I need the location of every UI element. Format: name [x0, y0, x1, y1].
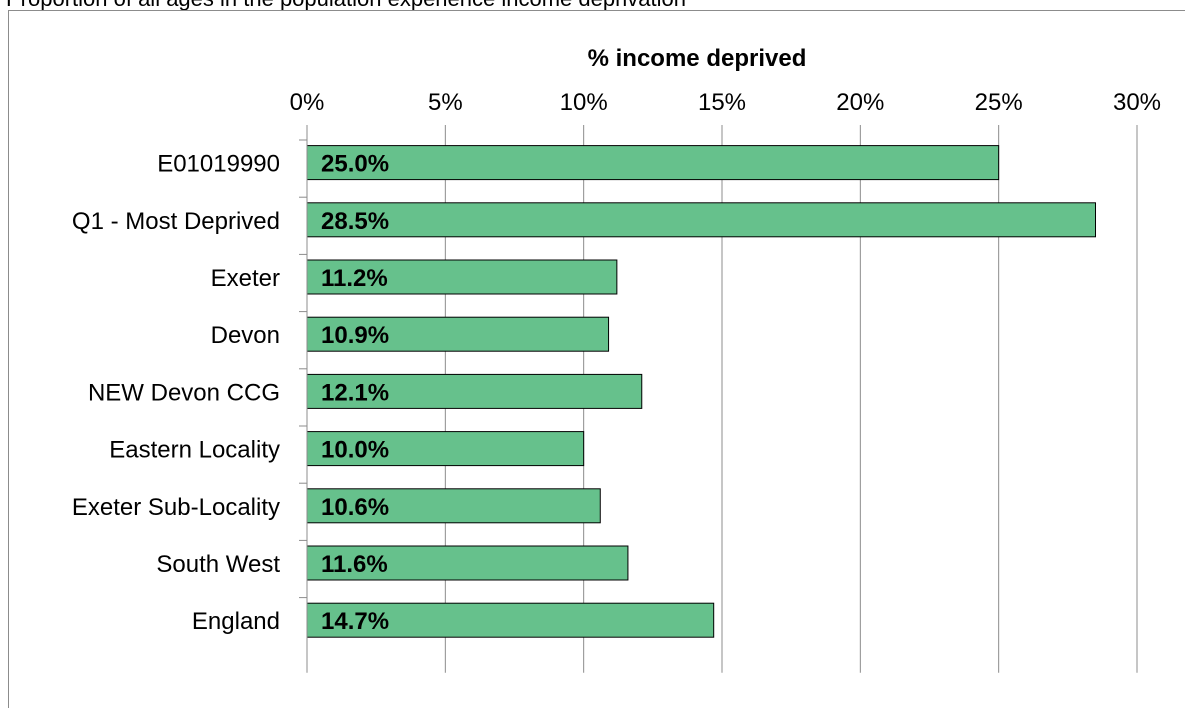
- data-label: 28.5%: [321, 208, 389, 235]
- chart-caption: Proportion of all ages in the population…: [6, 0, 686, 12]
- category-label: NEW Devon CCG: [88, 379, 280, 406]
- bar: [306, 202, 1096, 238]
- x-tick-label: 15%: [698, 89, 746, 116]
- data-label: 11.6%: [321, 551, 388, 578]
- x-tick-label: 0%: [290, 89, 325, 116]
- bar: [306, 602, 715, 638]
- category-label: Exeter Sub-Locality: [72, 494, 280, 521]
- data-label: 25.0%: [321, 151, 389, 178]
- data-label: 10.9%: [321, 322, 389, 349]
- x-tick-label: 5%: [428, 89, 463, 116]
- x-axis-ticks: 0% 5% 10% 15% 20% 25% 30%: [290, 89, 1161, 116]
- x-tick-label: 20%: [836, 89, 884, 116]
- category-label: Q1 - Most Deprived: [72, 208, 280, 235]
- category-label: England: [192, 608, 280, 635]
- data-label: 11.2%: [321, 265, 388, 292]
- category-labels: E01019990 Q1 - Most Deprived Exeter Devon NE…: [72, 139, 307, 635]
- x-tick-label: 25%: [975, 89, 1023, 116]
- data-label: 10.6%: [321, 494, 389, 521]
- chart-frame: [8, 10, 1185, 708]
- category-label: E01019990: [157, 151, 280, 178]
- bar: [306, 145, 1000, 181]
- category-label: Exeter: [211, 265, 280, 292]
- bar: [306, 488, 601, 524]
- data-label: 12.1%: [321, 379, 389, 406]
- category-label: Eastern Locality: [109, 437, 280, 464]
- bar: [306, 316, 610, 352]
- bar: [306, 373, 643, 409]
- category-label: South West: [156, 551, 280, 578]
- data-label: 10.0%: [321, 437, 389, 464]
- data-label: 14.7%: [321, 608, 389, 635]
- x-axis-title: % income deprived: [588, 45, 807, 72]
- x-tick-label: 30%: [1113, 89, 1161, 116]
- category-label: Devon: [211, 322, 280, 349]
- bars: 25.0% 28.5% 11.2% 10.9% 12.1% 10.0% 10.6% 11.6%…: [306, 145, 1096, 638]
- bar: [306, 545, 629, 581]
- x-tick-label: 10%: [560, 89, 608, 116]
